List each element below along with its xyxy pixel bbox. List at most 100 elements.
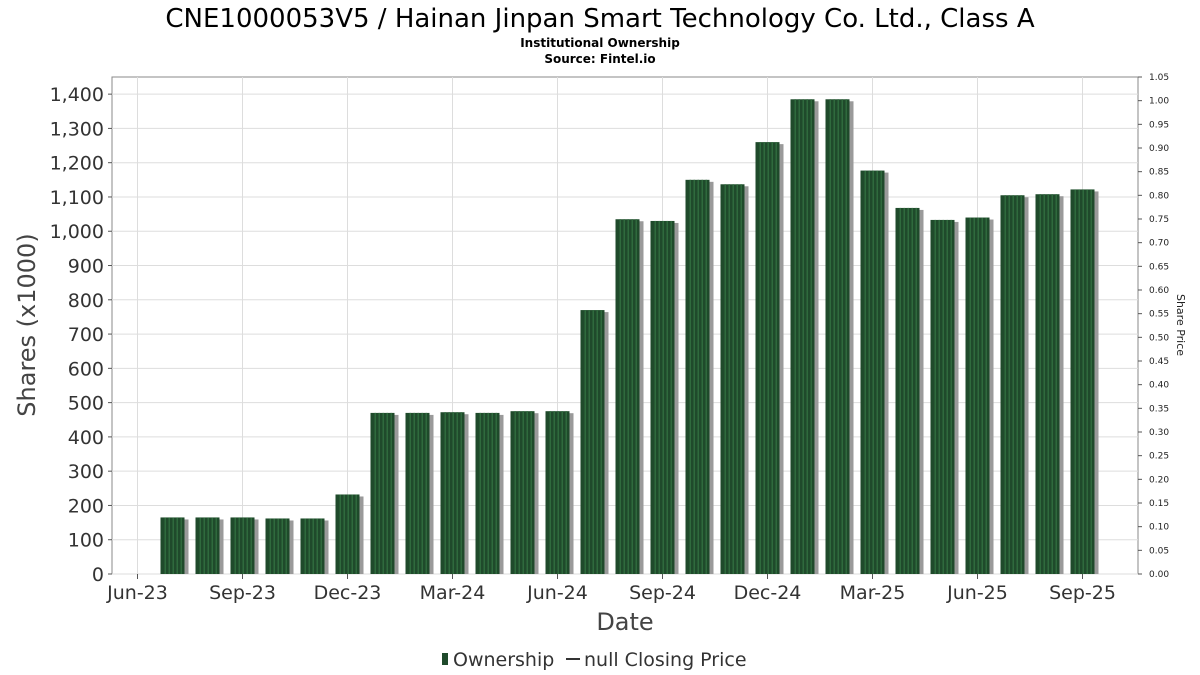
bar-stripe: [172, 517, 174, 574]
bar-stripe: [246, 517, 248, 574]
y2-tick-label: 1.00: [1149, 97, 1169, 107]
bar-stripe: [740, 184, 742, 574]
chart-source: Source: Fintel.io: [544, 52, 655, 66]
bar-stripe: [355, 494, 357, 574]
bar-stripe: [584, 310, 586, 574]
y2-tick-label: 0.85: [1149, 168, 1169, 178]
bar-stripe: [899, 207, 901, 575]
bar-stripe: [810, 99, 812, 575]
bar-stripe: [518, 411, 520, 574]
bar: [335, 494, 364, 574]
legend: Ownership null Closing Price: [442, 649, 747, 671]
bar-stripe: [662, 220, 664, 574]
bar-stripe: [705, 179, 707, 575]
y-tick-label: 1,400: [50, 84, 104, 106]
y-tick-label: 700: [68, 324, 104, 346]
bar-stripe: [565, 411, 567, 574]
y-tick-label: 900: [68, 256, 104, 278]
bar-stripe: [1008, 195, 1010, 575]
bar-stripe: [1047, 194, 1049, 574]
bar-series-ownership: [160, 99, 1099, 575]
bar-stripe: [164, 517, 166, 574]
bar-stripe: [1082, 189, 1084, 575]
bar-stripe: [444, 412, 446, 574]
bar-stripe: [176, 517, 178, 574]
y2-axis-ticks: 0.00 0.05 0.10 0.15 0.20 0.25 0.30 0.35 0.40 0.45…: [1138, 73, 1169, 580]
bar: [720, 184, 749, 574]
bar-stripe: [561, 411, 563, 574]
bar-stripe: [374, 412, 376, 574]
bar: [265, 518, 294, 574]
bar-stripe: [798, 99, 800, 575]
bar-stripe: [320, 518, 322, 574]
bar-stripe: [845, 99, 847, 575]
y2-tick-label: 0.45: [1149, 357, 1169, 367]
bar-stripe: [802, 99, 804, 575]
y2-tick-label: 0.50: [1149, 333, 1169, 343]
y-tick-label: 1,000: [50, 221, 104, 243]
bar-stripe: [460, 412, 462, 574]
x-tick-label: Jun-24: [526, 582, 588, 604]
bar-stripe: [386, 412, 388, 574]
bar-stripe: [308, 518, 310, 574]
bar: [685, 179, 714, 575]
y-tick-label: 400: [68, 427, 104, 449]
bar: [405, 412, 434, 574]
bar-stripe: [627, 219, 629, 575]
bar-stripe: [794, 99, 796, 575]
bar: [510, 411, 539, 574]
bar: [860, 170, 889, 574]
bar-stripe: [635, 219, 637, 575]
y-tick-label: 300: [68, 461, 104, 483]
bar: [475, 412, 504, 574]
y2-tick-label: 0.00: [1149, 570, 1169, 580]
y-tick-label: 600: [68, 358, 104, 380]
bar-stripe: [487, 412, 489, 574]
bar-stripe: [942, 219, 944, 574]
y2-tick-label: 0.55: [1149, 310, 1169, 320]
bar-stripe: [907, 207, 909, 575]
bar-stripe: [1055, 194, 1057, 574]
y2-tick-label: 0.20: [1149, 475, 1169, 485]
bar-stripe: [390, 412, 392, 574]
bar-stripe: [378, 412, 380, 574]
bar-stripe: [273, 518, 275, 574]
bar-stripe: [631, 219, 633, 575]
bar-stripe: [829, 99, 831, 575]
bar-stripe: [1016, 195, 1018, 575]
y-tick-label: 200: [68, 495, 104, 517]
bar: [650, 220, 679, 574]
bar: [230, 517, 259, 574]
bar-stripe: [417, 412, 419, 574]
bar-stripe: [304, 518, 306, 574]
y2-tick-label: 0.15: [1149, 499, 1169, 509]
bar-stripe: [934, 219, 936, 574]
y2-tick-label: 1.05: [1149, 73, 1169, 83]
bar-stripe: [347, 494, 349, 574]
bar: [1035, 194, 1064, 574]
bar-stripe: [1004, 195, 1006, 575]
bar-stripe: [876, 170, 878, 574]
bar-stripe: [600, 310, 602, 574]
bar-stripe: [409, 412, 411, 574]
bar-stripe: [950, 219, 952, 574]
bar-stripe: [728, 184, 730, 574]
y-tick-label: 800: [68, 290, 104, 312]
bar-stripe: [483, 412, 485, 574]
bar-stripe: [946, 219, 948, 574]
bar-stripe: [207, 517, 209, 574]
bar-stripe: [1012, 195, 1014, 575]
bar: [545, 411, 574, 574]
bar-stripe: [526, 411, 528, 574]
y-tick-label: 500: [68, 393, 104, 415]
bar-stripe: [767, 142, 769, 574]
bar-stripe: [479, 412, 481, 574]
bar: [965, 217, 994, 574]
bar-stripe: [864, 170, 866, 574]
y-tick-label: 1,100: [50, 187, 104, 209]
y2-tick-label: 0.75: [1149, 215, 1169, 225]
bar: [825, 99, 854, 575]
bar-stripe: [841, 99, 843, 575]
bar-stripe: [495, 412, 497, 574]
